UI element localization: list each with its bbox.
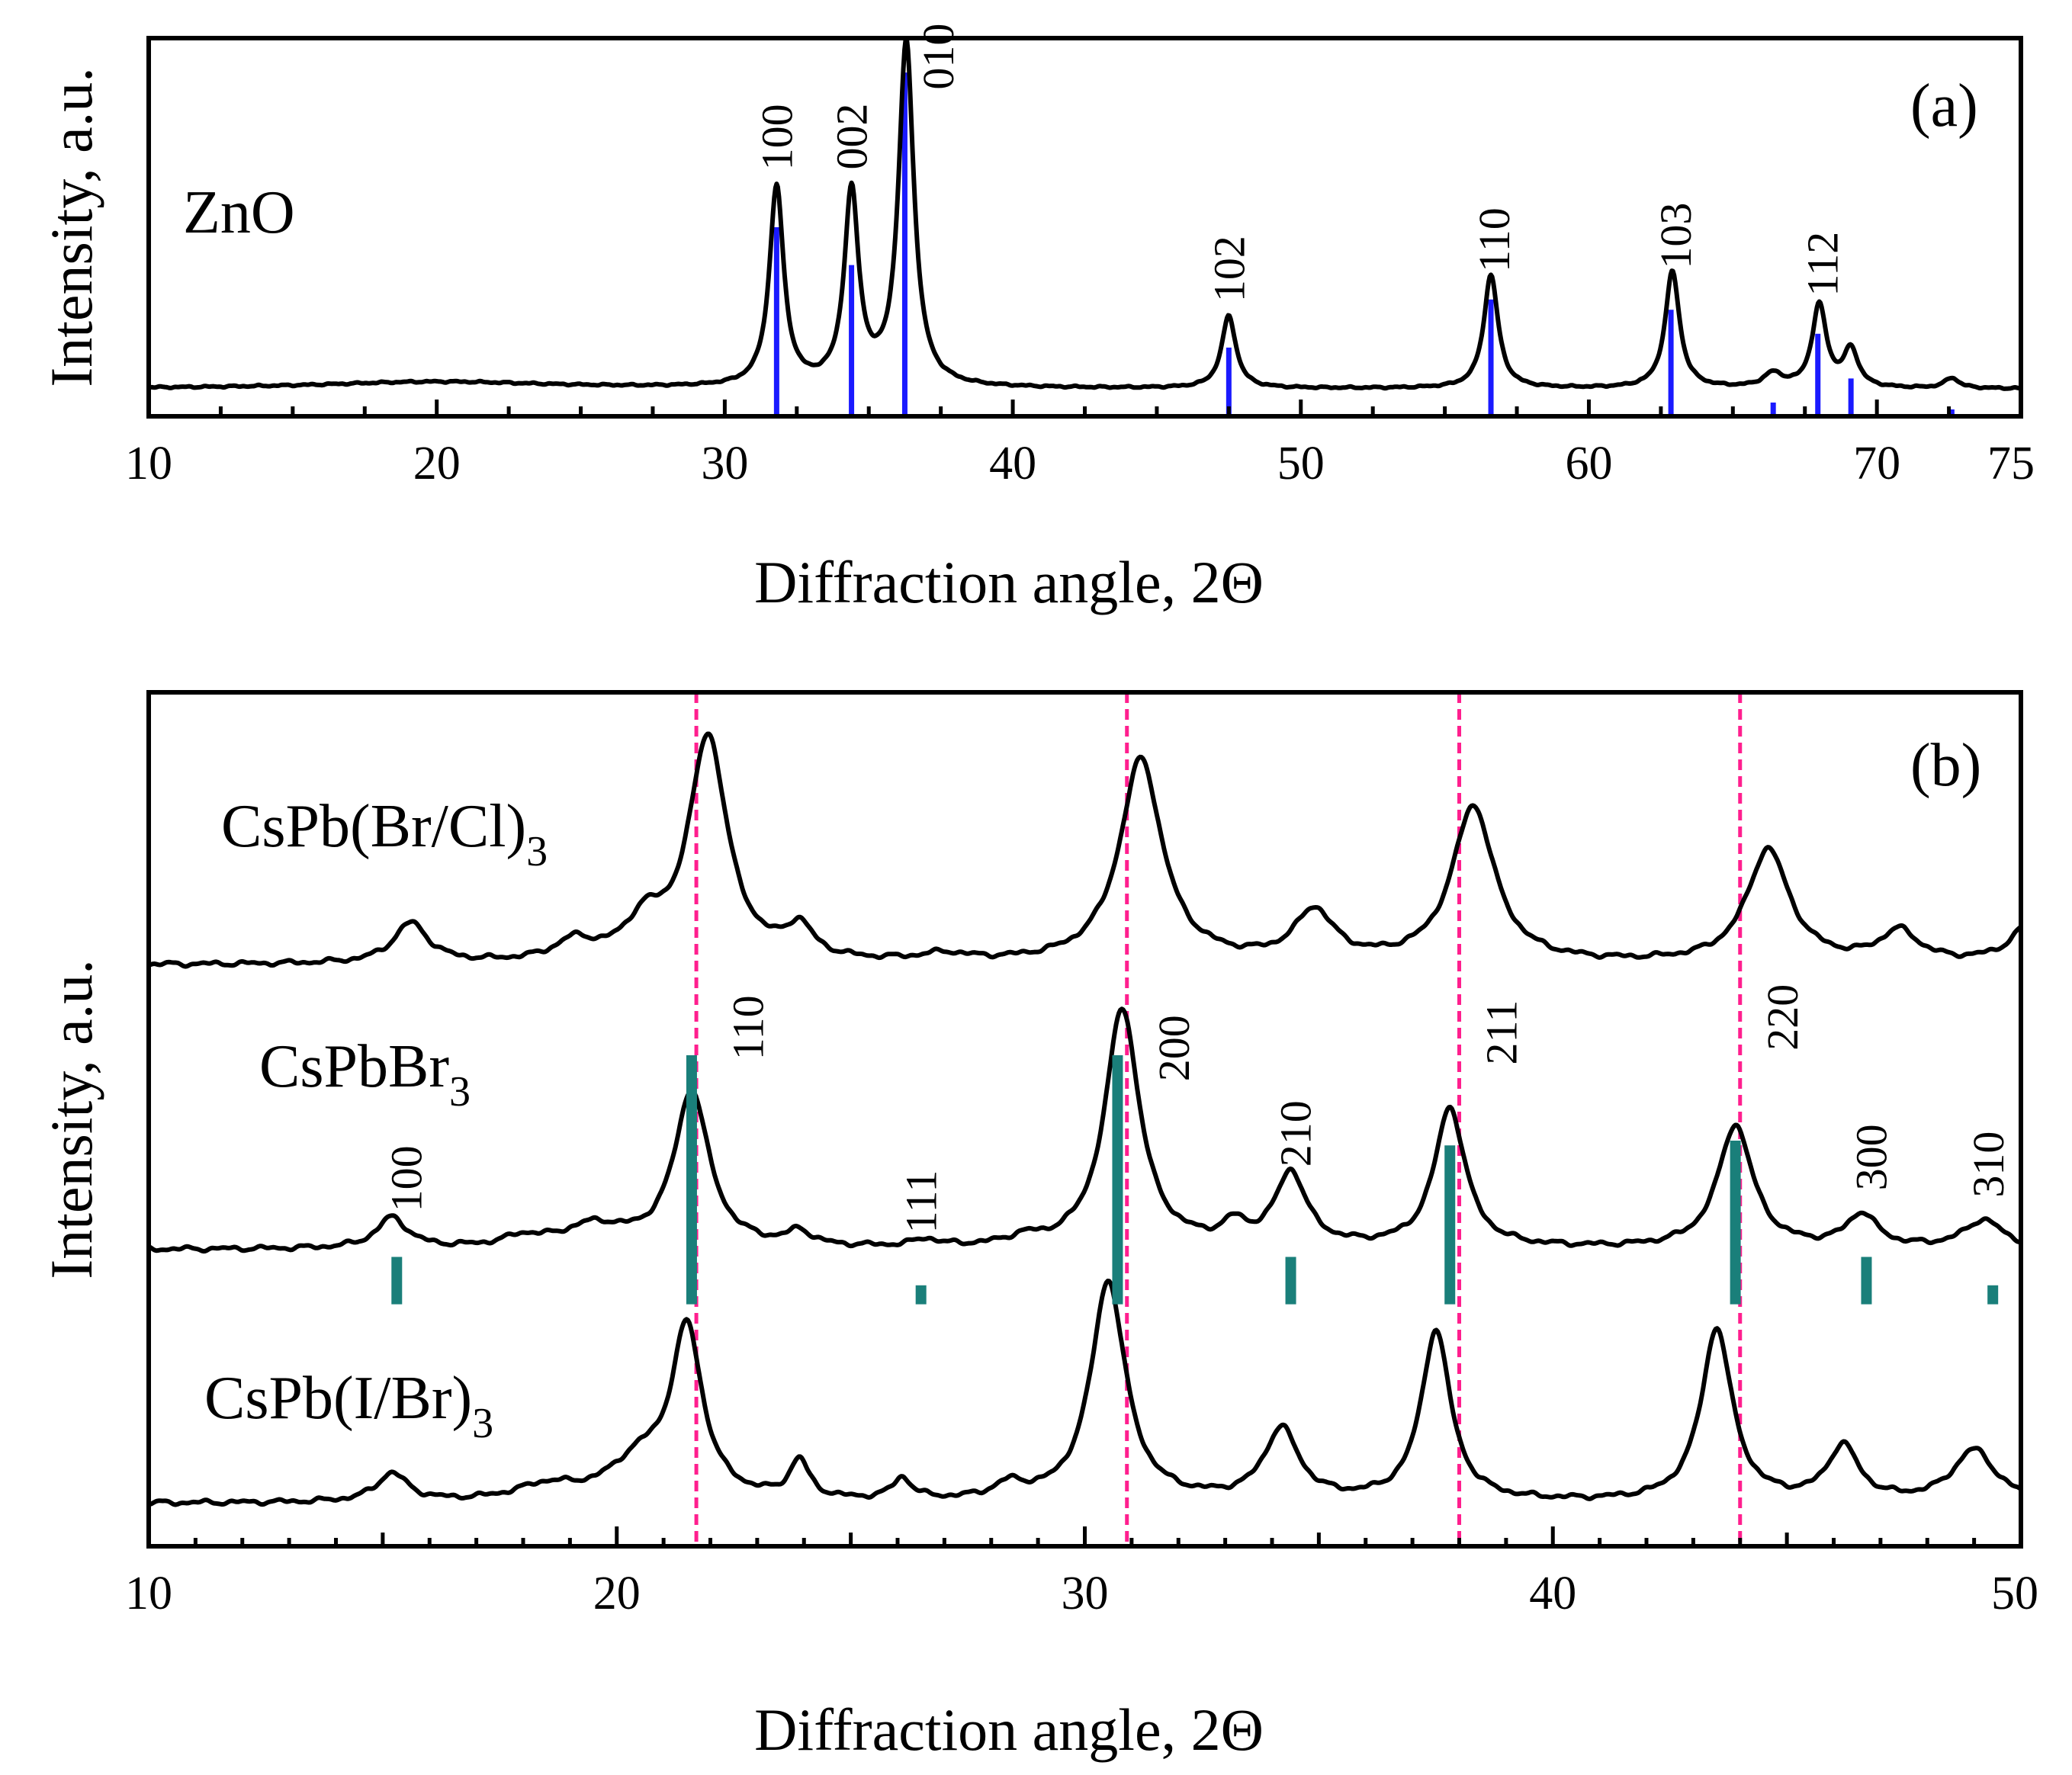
zno-sample-label: ZnO [183, 179, 295, 246]
zno-trace [147, 37, 2022, 391]
cspb-br-cl-label: CsPb(Br/Cl)3 [221, 793, 548, 875]
x-tick-label: 75 [1987, 438, 2035, 489]
cspbbr3-hkl-label: 300 [1847, 1124, 1897, 1190]
zno-hkl-label: 103 [1651, 203, 1701, 269]
cspb-i-br-label: CsPb(I/Br)3 [204, 1365, 493, 1447]
cspbbr3-hkl-label: 110 [724, 995, 773, 1060]
cspbbr3-hkl-label: 210 [1271, 1100, 1321, 1167]
x-tick-label: 30 [701, 438, 748, 489]
panel-b-letter: (b) [1910, 732, 1981, 799]
zno-hkl-label: 002 [827, 103, 877, 169]
cspbbr3-hkl-labels: 100 110 111 200 210 211 220 300 310 [382, 984, 2013, 1234]
panel-b-x-ticks: 10 20 30 40 50 [125, 1526, 2038, 1619]
cspbbr3-hkl-label: 111 [897, 1170, 946, 1234]
zno-hkl-label: 112 [1797, 232, 1847, 297]
x-tick-label: 70 [1853, 438, 1900, 489]
x-tick-label: 40 [989, 438, 1036, 489]
cspbbr3-label: CsPbBr3 [259, 1033, 471, 1115]
panel-a-letter: (a) [1910, 72, 1978, 140]
panel-b-y-axis-title: Intensity, a.u. [38, 959, 104, 1279]
cspbx3-traces [147, 731, 2022, 1507]
zno-hkl-labels: 100 002 010 102 110 103 112 [752, 24, 1847, 302]
zno-hkl-label: 102 [1204, 236, 1254, 302]
panel-a-y-axis-title: Intensity, a.u. [38, 67, 104, 387]
x-tick-label: 30 [1062, 1568, 1109, 1619]
x-tick-label: 50 [1991, 1568, 2038, 1619]
panel-b: 100 110 111 200 210 211 220 300 310 10 20 30 40 50 C… [38, 690, 2038, 1763]
zno-reference-lines [773, 72, 1955, 416]
zno-hkl-label: 010 [914, 24, 963, 90]
cspbbr3-hkl-label: 200 [1149, 1015, 1199, 1081]
cspbbr3-hkl-label: 310 [1964, 1131, 2013, 1198]
x-tick-label: 20 [593, 1568, 641, 1619]
x-tick-label: 60 [1565, 438, 1612, 489]
cspbbr3-hkl-label: 220 [1758, 984, 1807, 1051]
diffraction-trace [147, 1006, 2022, 1254]
zno-hkl-label: 110 [1470, 207, 1519, 272]
panel-b-x-axis-title: Diffraction angle, 2Θ [754, 1696, 1264, 1763]
panel-a: 100 002 010 102 110 103 112 10 20 30 40 50 60 70 75 Z… [38, 24, 2035, 615]
panel-a-x-axis-title: Diffraction angle, 2Θ [754, 549, 1264, 615]
diffraction-trace [147, 731, 2022, 969]
x-tick-label: 10 [125, 1568, 172, 1619]
x-tick-label: 20 [413, 438, 461, 489]
zno-hkl-label: 100 [752, 104, 801, 170]
panel-a-x-ticks: 10 20 30 40 50 60 70 75 [125, 400, 2035, 489]
cspbbr3-reference-lines [391, 1055, 1999, 1305]
cspbbr3-hkl-label: 211 [1477, 1000, 1527, 1065]
x-tick-label: 10 [125, 438, 172, 489]
x-tick-label: 50 [1277, 438, 1325, 489]
diffraction-trace [147, 1279, 2022, 1507]
cspbbr3-hkl-label: 100 [382, 1145, 432, 1212]
x-tick-label: 40 [1529, 1568, 1576, 1619]
cspbx3-dashed-guides [694, 692, 1743, 1546]
panel-a-frame [146, 36, 2023, 419]
